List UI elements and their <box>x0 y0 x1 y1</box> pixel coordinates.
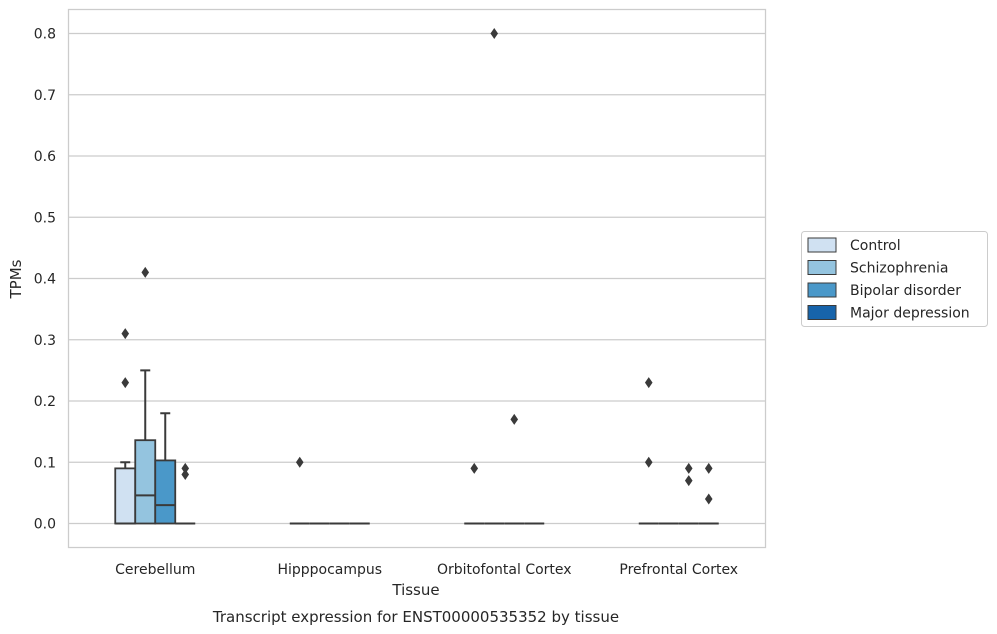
box-rect <box>134 439 157 525</box>
outlier-marker <box>181 462 190 474</box>
box-series-2 <box>678 462 699 525</box>
x-tick-label: Orbitofontal Cortex <box>437 562 572 578</box>
box-rect <box>114 467 137 525</box>
box-series-3 <box>698 462 719 525</box>
x-tick-label: Hipppocampus <box>277 562 382 578</box>
legend-label: Schizophrenia <box>850 261 948 277</box>
outlier-marker <box>644 456 653 468</box>
y-tick-label: 0.0 <box>34 517 56 533</box>
outlier-marker <box>684 475 693 487</box>
box-series-0 <box>638 377 659 525</box>
y-tick-label: 0.4 <box>34 272 56 288</box>
x-tick-label: Cerebellum <box>115 562 195 578</box>
box-series-2 <box>154 412 177 525</box>
outlier-marker <box>295 456 304 468</box>
box-groups <box>114 28 719 525</box>
x-tick-label: Prefrontal Cortex <box>619 562 738 578</box>
y-tick-label: 0.8 <box>34 27 56 43</box>
box-series-0 <box>289 456 310 525</box>
legend-swatch <box>807 237 837 253</box>
box-series-2 <box>504 413 525 525</box>
category-group <box>638 377 719 525</box>
y-tick-label: 0.2 <box>34 394 56 410</box>
legend-frame <box>801 231 988 327</box>
outlier-marker <box>704 493 713 505</box>
box-series-1 <box>484 28 505 525</box>
box-rect <box>154 459 177 525</box>
x-axis-ticks: Cerebellum Hipppocampus Orbitofontal Corte… <box>115 562 738 578</box>
outlier-marker <box>684 462 693 474</box>
outlier-marker <box>121 328 130 340</box>
outlier-marker <box>510 413 519 425</box>
y-tick-label: 0.6 <box>34 149 56 165</box>
legend-swatch <box>807 260 837 275</box>
y-axis-ticks: 0.0 0.1 0.2 0.3 0.4 0.5 0.6 0.7 0.8 <box>34 27 56 533</box>
box-series-0 <box>464 462 485 525</box>
chart-caption: Transcript expression for ENST0000053535… <box>212 608 619 626</box>
x-axis-label: Tissue <box>391 581 439 599</box>
category-group <box>289 456 370 525</box>
legend-label: Control <box>850 238 901 254</box>
plot-frame <box>67 8 767 549</box>
y-tick-label: 0.5 <box>34 210 56 226</box>
box-series-3 <box>175 462 196 525</box>
y-tick-label: 0.3 <box>34 333 56 349</box>
outlier-marker <box>121 377 130 389</box>
legend-swatch <box>807 282 837 298</box>
y-axis-label: TPMs <box>7 259 25 299</box>
category-group <box>114 266 196 525</box>
outlier-marker <box>181 469 190 480</box>
outlier-marker <box>490 28 499 39</box>
outlier-marker <box>141 266 150 278</box>
outlier-marker <box>470 462 479 474</box>
legend-label: Bipolar disorder <box>850 283 961 299</box>
legend-label: Major depression <box>850 306 970 322</box>
outlier-marker <box>704 462 713 474</box>
outlier-marker <box>644 377 653 389</box>
y-tick-label: 0.7 <box>34 88 56 104</box>
category-group <box>464 28 545 525</box>
legend: Control Schizophrenia Bipolar disorder Majo… <box>801 231 988 327</box>
y-tick-label: 0.1 <box>34 455 56 471</box>
legend-swatch <box>807 305 837 320</box>
